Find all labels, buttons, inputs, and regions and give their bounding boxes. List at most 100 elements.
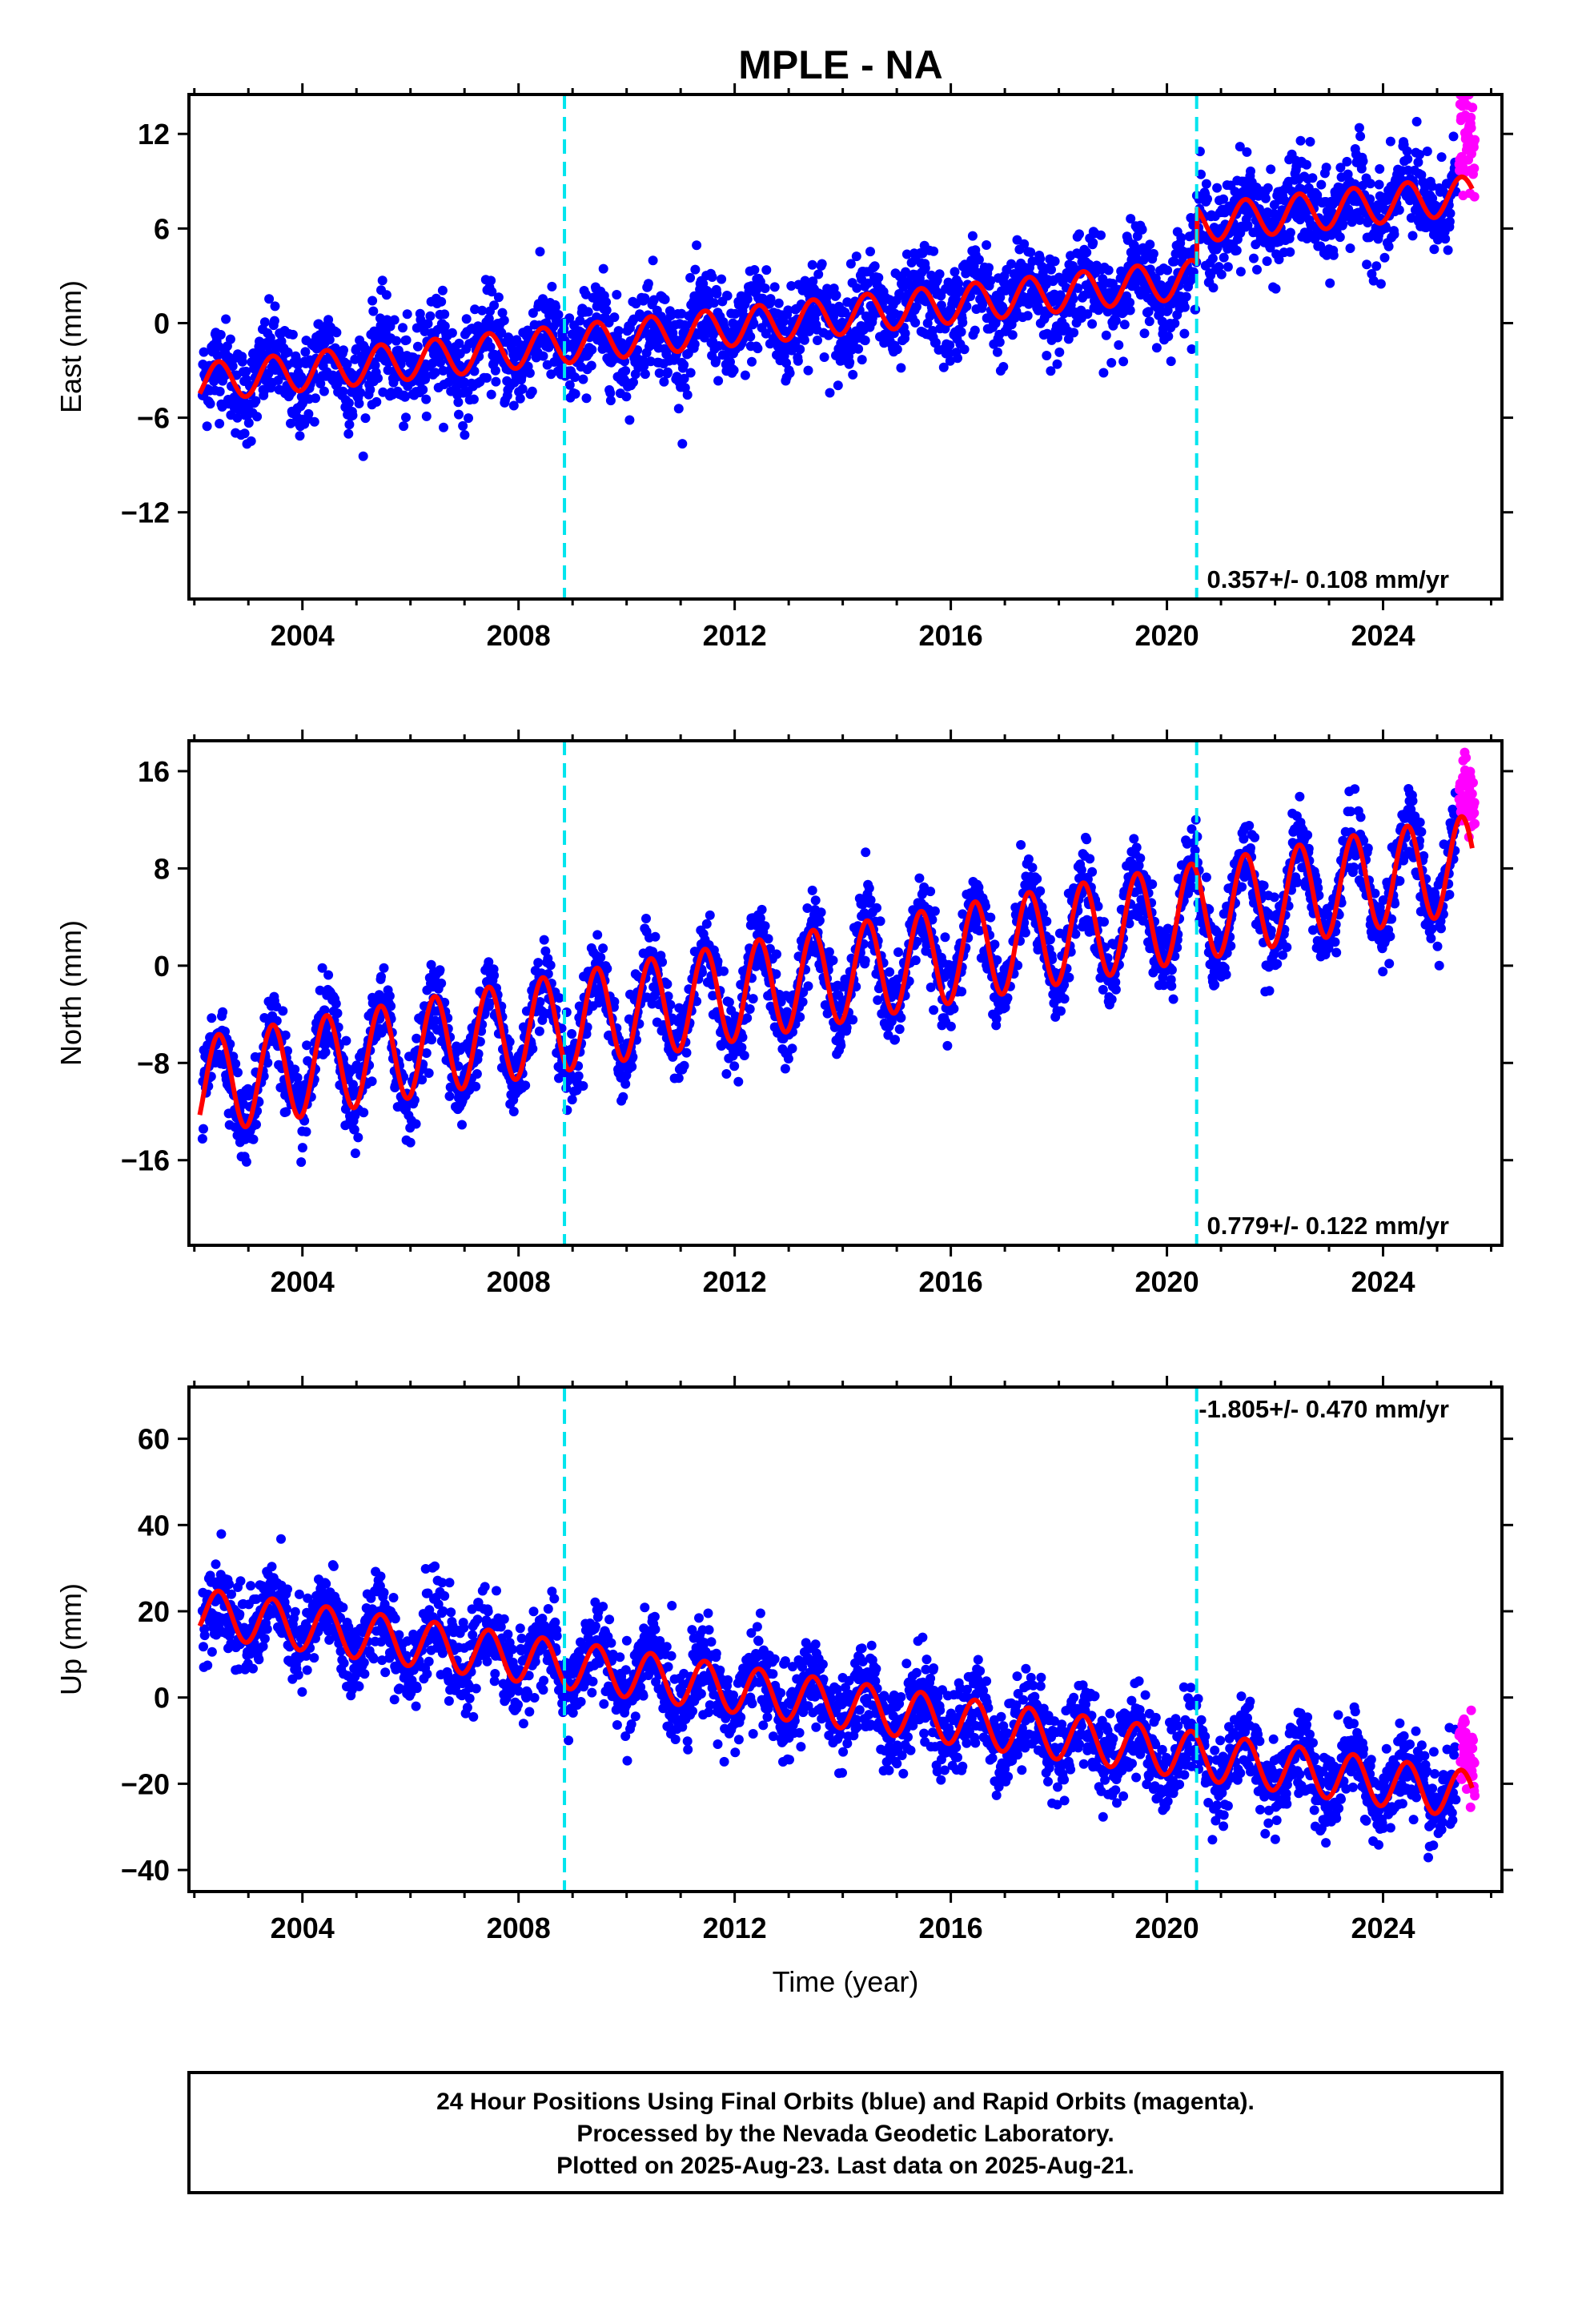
north-final-orbit-point	[760, 921, 770, 931]
east-final-orbit-point	[1246, 166, 1255, 176]
east-final-orbit-point	[490, 365, 500, 376]
east-final-orbit-point	[524, 368, 535, 378]
east-final-orbit-point	[538, 294, 548, 304]
east-final-orbit-point	[1235, 267, 1246, 277]
east-final-orbit-point	[813, 336, 822, 345]
north-final-orbit-point	[554, 993, 564, 1003]
east-final-orbit-point	[391, 336, 401, 346]
east-final-orbit-point	[1050, 256, 1060, 267]
east-final-orbit-point	[605, 396, 616, 406]
east-final-orbit-point	[853, 344, 864, 354]
east-final-orbit-point	[679, 360, 689, 370]
east-x-tick-label: 2020	[1135, 619, 1199, 652]
east-final-orbit-point	[264, 294, 275, 304]
east-final-orbit-point	[464, 413, 473, 424]
east-final-orbit-point	[1403, 154, 1413, 164]
east-final-orbit-point	[1114, 340, 1124, 350]
east-final-orbit-point	[330, 343, 340, 353]
east-final-orbit-point	[1006, 259, 1017, 269]
east-final-orbit-point	[484, 314, 494, 324]
east-final-orbit-point	[922, 318, 933, 328]
east-x-tick-label: 2012	[703, 619, 767, 652]
east-final-orbit-point	[437, 285, 448, 296]
east-final-orbit-point	[1325, 278, 1335, 288]
east-final-orbit-point	[527, 386, 537, 396]
north-final-orbit-point	[990, 939, 1000, 950]
east-final-orbit-point	[640, 369, 650, 380]
east-final-orbit-point	[1307, 173, 1318, 183]
east-final-orbit-point	[438, 365, 448, 376]
east-y-tick-label: 12	[138, 118, 170, 151]
east-final-orbit-point	[1385, 136, 1395, 147]
north-final-orbit-point	[729, 1061, 740, 1072]
east-final-orbit-point	[962, 301, 972, 312]
east-final-orbit-point	[970, 325, 980, 336]
north-final-orbit-point	[348, 1080, 358, 1090]
east-final-orbit-point	[967, 231, 978, 241]
north-final-orbit-point	[353, 1132, 363, 1143]
north-final-orbit-point	[1020, 927, 1030, 938]
north-final-orbit-point	[405, 1137, 416, 1148]
east-final-orbit-point	[742, 294, 753, 304]
east-final-orbit-point	[857, 355, 867, 365]
east-final-orbit-point	[931, 337, 941, 348]
east-final-orbit-point	[1440, 234, 1451, 244]
north-final-orbit-point	[814, 915, 825, 926]
north-final-orbit-point	[910, 955, 921, 966]
east-final-orbit-point	[319, 386, 329, 396]
north-final-orbit-point	[379, 963, 389, 973]
east-final-orbit-point	[214, 341, 223, 352]
east-final-orbit-point	[781, 358, 791, 368]
east-final-orbit-point	[381, 290, 391, 300]
east-final-orbit-point	[813, 269, 824, 279]
north-final-orbit-point	[914, 873, 925, 883]
east-final-orbit-point	[493, 292, 504, 303]
east-final-orbit-point	[215, 386, 225, 396]
east-final-orbit-point	[373, 373, 383, 384]
east-final-orbit-point	[1053, 332, 1062, 343]
east-final-orbit-point	[1328, 250, 1339, 260]
north-final-orbit-point	[742, 1013, 753, 1023]
east-final-orbit-point	[783, 305, 793, 316]
east-final-orbit-point	[1196, 169, 1206, 179]
east-final-orbit-point	[713, 376, 724, 386]
east-final-orbit-point	[1444, 216, 1455, 227]
east-final-orbit-point	[421, 411, 432, 421]
north-final-orbit-point	[231, 1059, 241, 1069]
east-rate-label: 0.357+/- 0.108 mm/yr	[1207, 565, 1449, 593]
north-final-orbit-point	[894, 1024, 905, 1035]
east-final-orbit-point	[1126, 214, 1136, 224]
north-final-orbit-point	[435, 965, 445, 975]
north-final-orbit-point	[233, 1068, 243, 1078]
east-final-orbit-point	[851, 251, 861, 262]
north-plot-area	[197, 747, 1480, 1168]
north-final-orbit-point	[942, 1040, 953, 1051]
east-final-orbit-point	[1073, 283, 1083, 293]
east-final-orbit-point	[508, 400, 519, 411]
east-final-orbit-point	[690, 264, 701, 275]
east-final-orbit-point	[1295, 135, 1306, 146]
east-final-orbit-point	[639, 361, 649, 372]
east-final-orbit-point	[791, 336, 801, 347]
east-final-orbit-point	[1098, 368, 1109, 378]
east-final-orbit-point	[553, 310, 564, 320]
north-final-orbit-point	[218, 1007, 228, 1017]
north-final-orbit-point	[1166, 981, 1177, 991]
east-final-orbit-point	[1110, 316, 1121, 326]
east-final-orbit-point	[845, 357, 855, 368]
east-final-orbit-point	[1012, 235, 1022, 245]
north-final-orbit-point	[733, 1076, 744, 1087]
east-final-orbit-point	[436, 357, 445, 368]
east-final-orbit-point	[601, 297, 612, 308]
east-final-orbit-point	[801, 280, 811, 291]
east-final-orbit-point	[246, 436, 256, 446]
north-final-orbit-point	[860, 955, 870, 966]
north-final-orbit-point	[545, 960, 556, 971]
east-final-orbit-point	[1357, 180, 1367, 191]
east-final-orbit-point	[944, 348, 954, 358]
east-final-orbit-point	[287, 329, 298, 340]
north-final-orbit-point	[1131, 842, 1142, 853]
north-final-orbit-point	[861, 847, 871, 858]
east-final-orbit-point	[1335, 232, 1345, 243]
east-final-orbit-point	[347, 410, 358, 420]
